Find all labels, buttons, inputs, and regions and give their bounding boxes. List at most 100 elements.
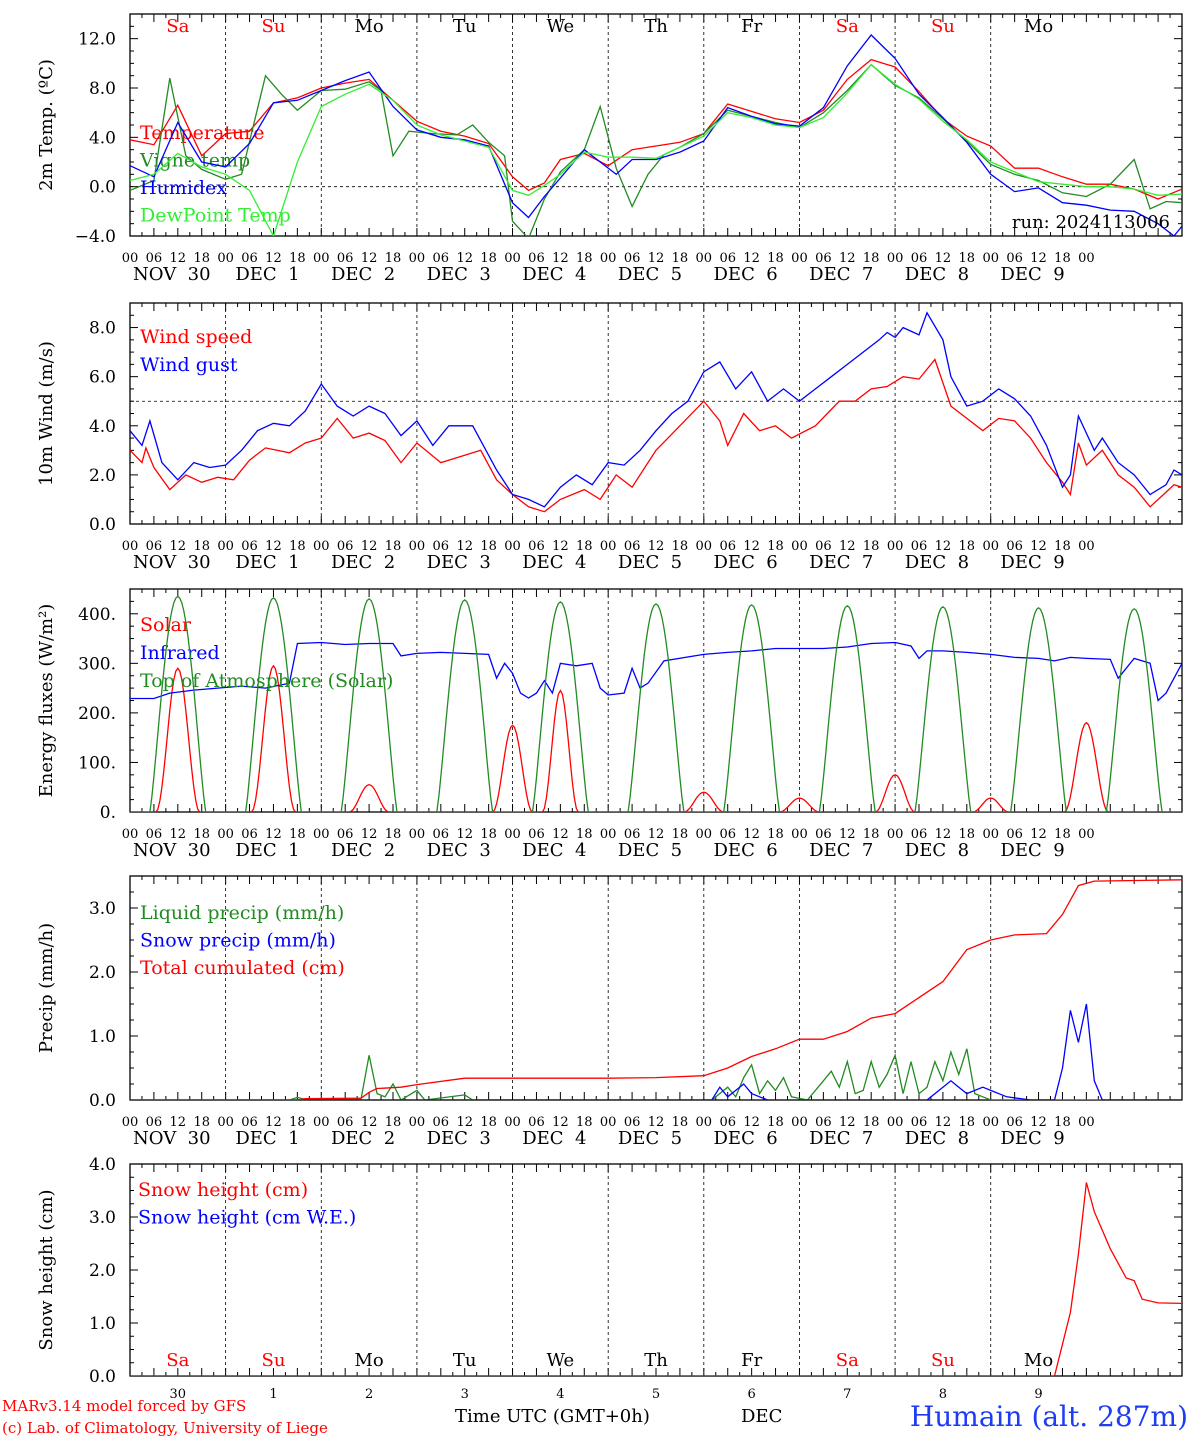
x-hour-label: 12	[456, 1115, 473, 1130]
x-hour-label: 18	[193, 1115, 210, 1130]
x-hour-label: 00	[600, 827, 617, 842]
y-tick-label: 3.0	[89, 1208, 116, 1228]
day-name-label: Tu	[453, 16, 477, 37]
x-hour-label: 12	[648, 827, 665, 842]
x-hour-label: 18	[672, 251, 689, 266]
x-date-label: DEC 1	[235, 840, 299, 861]
x-hour-label: 18	[480, 827, 497, 842]
day-name-label: Fr	[741, 16, 762, 37]
x-hour-label: 18	[767, 827, 784, 842]
x-hour-label: 18	[959, 251, 976, 266]
footer-location: Humain (alt. 287m)	[909, 1400, 1188, 1433]
series-line	[130, 358, 1182, 513]
y-axis-label: 10m Wind (m/s)	[36, 341, 57, 486]
x-day-number: 2	[365, 1387, 373, 1402]
x-date-label: NOV 30	[133, 552, 211, 573]
x-date-label: DEC 7	[809, 1128, 873, 1149]
x-hour-label: 06	[1006, 1115, 1023, 1130]
x-hour-label: 06	[433, 539, 450, 554]
y-tick-label: 8.0	[89, 79, 116, 99]
x-hour-label: 00	[409, 827, 426, 842]
x-day-number: 6	[747, 1387, 755, 1402]
x-hour-label: 12	[361, 539, 378, 554]
x-hour-label: 00	[504, 1115, 521, 1130]
x-hour-label: 12	[839, 539, 856, 554]
footer-month: DEC	[741, 1406, 783, 1427]
legend-label: Liquid precip (mm/h)	[140, 902, 344, 924]
y-axis-label: Energy fluxes (W/m²)	[36, 604, 57, 798]
x-hour-label: 18	[959, 827, 976, 842]
day-name-label: Mo	[354, 1350, 383, 1371]
plot-frame	[129, 588, 1183, 813]
y-tick-label: 200.	[78, 704, 116, 724]
x-hour-label: 06	[911, 1115, 928, 1130]
x-hour-label: 06	[528, 251, 545, 266]
series-line	[130, 595, 1182, 812]
x-hour-label: 00	[887, 539, 904, 554]
y-tick-label: 1.0	[89, 1027, 116, 1047]
x-hour-label: 12	[265, 251, 282, 266]
x-hour-label: 06	[911, 251, 928, 266]
x-hour-label: 12	[743, 1115, 760, 1130]
y-tick-label: 4.0	[89, 1155, 116, 1175]
x-hour-label: 00	[982, 539, 999, 554]
x-hour-label: 18	[193, 827, 210, 842]
day-name-label: Mo	[354, 16, 383, 37]
x-date-label: DEC 3	[427, 1128, 491, 1149]
x-day-number: 1	[269, 1387, 277, 1402]
x-hour-label: 06	[624, 539, 641, 554]
x-hour-label: 18	[576, 251, 593, 266]
x-hour-label: 00	[696, 539, 713, 554]
x-hour-label: 00	[600, 1115, 617, 1130]
x-hour-label: 00	[504, 251, 521, 266]
x-hour-label: 00	[696, 251, 713, 266]
legend-label: Top of Atmosphere (Solar)	[140, 670, 393, 692]
x-hour-label: 00	[122, 251, 139, 266]
x-date-label: DEC 7	[809, 264, 873, 285]
y-tick-label: 12.0	[78, 30, 116, 50]
series-line	[130, 641, 1182, 702]
y-axis-label: Precip (mm/h)	[36, 923, 57, 1053]
x-date-label: DEC 3	[427, 552, 491, 573]
x-hour-label: 18	[385, 251, 402, 266]
x-hour-label: 00	[600, 251, 617, 266]
x-hour-label: 00	[313, 251, 330, 266]
x-date-label: DEC 1	[235, 552, 299, 573]
y-tick-label: −4.0	[75, 227, 116, 247]
x-hour-label: 18	[1054, 1115, 1071, 1130]
x-hour-label: 06	[719, 251, 736, 266]
x-hour-label: 06	[1006, 251, 1023, 266]
y-tick-label: 0.0	[89, 1091, 116, 1111]
x-hour-label: 18	[863, 1115, 880, 1130]
x-hour-label: 18	[193, 539, 210, 554]
footer-lab: (c) Lab. of Climatology, University of L…	[2, 1419, 328, 1437]
x-hour-label: 12	[648, 539, 665, 554]
x-hour-label: 06	[433, 827, 450, 842]
x-hour-label: 00	[217, 251, 234, 266]
x-hour-label: 12	[170, 827, 187, 842]
x-date-label: DEC 2	[331, 840, 395, 861]
plot-frame	[129, 13, 1183, 237]
x-hour-label: 18	[863, 827, 880, 842]
x-hour-label: 12	[935, 1115, 952, 1130]
x-hour-label: 12	[170, 1115, 187, 1130]
x-hour-label: 18	[289, 1115, 306, 1130]
x-hour-label: 18	[576, 1115, 593, 1130]
x-hour-label: 12	[456, 539, 473, 554]
x-date-label: DEC 7	[809, 840, 873, 861]
x-hour-label: 12	[935, 827, 952, 842]
x-hour-label: 00	[696, 827, 713, 842]
x-hour-label: 18	[289, 251, 306, 266]
x-hour-label: 06	[624, 827, 641, 842]
x-hour-label: 06	[911, 539, 928, 554]
x-hour-label: 06	[815, 539, 832, 554]
x-hour-label: 18	[863, 539, 880, 554]
x-hour-label: 06	[1006, 539, 1023, 554]
x-hour-label: 00	[1078, 827, 1095, 842]
x-hour-label: 06	[146, 827, 163, 842]
footer-model: MARv3.14 model forced by GFS	[2, 1397, 247, 1415]
day-name-label: Th	[644, 16, 668, 37]
x-date-label: DEC 4	[522, 1128, 586, 1149]
x-hour-label: 12	[361, 251, 378, 266]
